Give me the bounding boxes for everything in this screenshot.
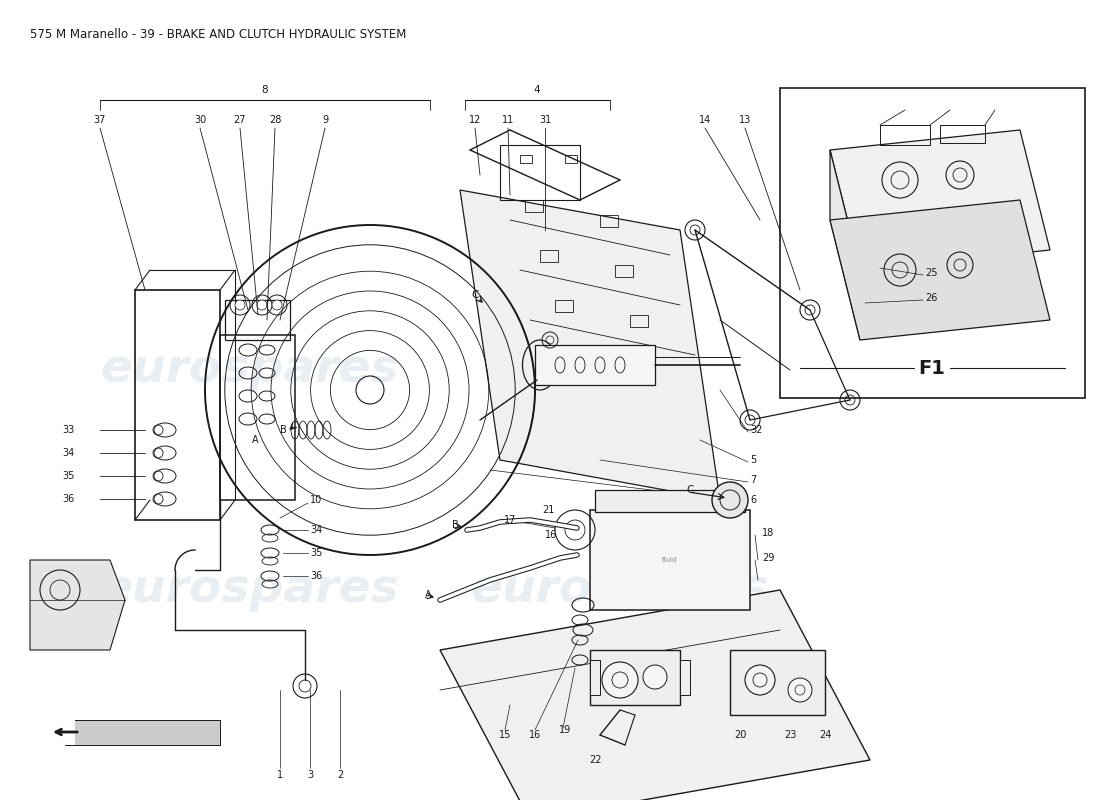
Text: eurospares: eurospares	[101, 567, 399, 613]
Text: 12: 12	[469, 115, 481, 125]
Text: 17: 17	[504, 515, 516, 525]
Text: 9: 9	[322, 115, 328, 125]
Text: 24: 24	[818, 730, 832, 740]
Circle shape	[788, 678, 812, 702]
Text: A: A	[425, 590, 431, 600]
Text: 34: 34	[310, 525, 322, 535]
Text: 23: 23	[784, 730, 796, 740]
Text: 16: 16	[529, 730, 541, 740]
Bar	[780, 88, 1085, 398]
Text: 30: 30	[194, 115, 206, 125]
Text: 33: 33	[63, 425, 75, 435]
Bar	[226, 300, 290, 340]
Bar	[540, 250, 558, 262]
Circle shape	[272, 300, 282, 310]
Text: fluid: fluid	[662, 557, 678, 563]
Text: C: C	[686, 485, 694, 495]
Text: 10: 10	[310, 495, 322, 505]
Text: 35: 35	[310, 548, 322, 558]
Bar	[525, 200, 543, 212]
Bar	[135, 290, 220, 520]
Bar	[680, 660, 690, 695]
Bar	[500, 145, 580, 200]
Text: 36: 36	[310, 571, 322, 581]
Text: 37: 37	[94, 115, 107, 125]
Bar	[615, 265, 632, 277]
Text: 7: 7	[750, 475, 757, 485]
Text: 21: 21	[542, 505, 556, 515]
Text: 11: 11	[502, 115, 514, 125]
Text: 20: 20	[734, 730, 746, 740]
Text: 15: 15	[498, 730, 512, 740]
Text: B: B	[279, 425, 286, 435]
Text: 29: 29	[762, 553, 774, 563]
Polygon shape	[830, 130, 1050, 270]
Text: 19: 19	[559, 725, 571, 735]
Circle shape	[745, 665, 776, 695]
Text: A: A	[252, 435, 258, 445]
Circle shape	[235, 300, 245, 310]
Text: 575 M Maranello - 39 - BRAKE AND CLUTCH HYDRAULIC SYSTEM: 575 M Maranello - 39 - BRAKE AND CLUTCH …	[30, 28, 406, 41]
Text: 25: 25	[925, 268, 937, 278]
Text: 1: 1	[277, 770, 283, 780]
Bar	[565, 155, 578, 163]
Text: 34: 34	[63, 448, 75, 458]
Polygon shape	[460, 190, 720, 500]
Bar	[535, 345, 654, 385]
Bar	[940, 125, 984, 143]
Text: C: C	[471, 290, 478, 300]
Bar	[600, 215, 618, 227]
Bar	[590, 660, 600, 695]
Text: 14: 14	[698, 115, 711, 125]
Text: 5: 5	[750, 455, 757, 465]
Circle shape	[712, 482, 748, 518]
Text: 26: 26	[925, 293, 937, 303]
Text: 3: 3	[307, 770, 314, 780]
Text: 22: 22	[588, 755, 602, 765]
Bar	[220, 335, 295, 500]
Bar	[520, 155, 532, 163]
Polygon shape	[30, 560, 125, 650]
Polygon shape	[830, 150, 860, 340]
Bar	[590, 650, 680, 705]
Circle shape	[602, 662, 638, 698]
Polygon shape	[440, 590, 870, 800]
Circle shape	[257, 300, 267, 310]
Text: 28: 28	[268, 115, 282, 125]
Text: 35: 35	[63, 471, 75, 481]
Text: 13: 13	[739, 115, 751, 125]
Circle shape	[644, 665, 667, 689]
Text: 16: 16	[544, 530, 557, 540]
Bar	[880, 125, 929, 145]
Text: F1: F1	[918, 358, 945, 378]
Text: 2: 2	[337, 770, 343, 780]
Text: 4: 4	[534, 85, 540, 95]
Polygon shape	[40, 720, 75, 745]
Text: 32: 32	[750, 425, 762, 435]
Polygon shape	[830, 200, 1050, 340]
Text: 27: 27	[233, 115, 246, 125]
Bar	[630, 315, 648, 327]
Text: 8: 8	[262, 85, 268, 95]
Bar	[590, 510, 750, 610]
Text: B: B	[452, 520, 459, 530]
Text: eurospares: eurospares	[101, 347, 399, 393]
Text: 6: 6	[750, 495, 756, 505]
Polygon shape	[65, 720, 220, 745]
Text: eurospares: eurospares	[471, 567, 769, 613]
Bar	[730, 650, 825, 715]
Text: 18: 18	[762, 528, 774, 538]
Text: 31: 31	[539, 115, 551, 125]
Text: 36: 36	[63, 494, 75, 504]
Bar	[595, 490, 745, 512]
Bar	[556, 300, 573, 312]
